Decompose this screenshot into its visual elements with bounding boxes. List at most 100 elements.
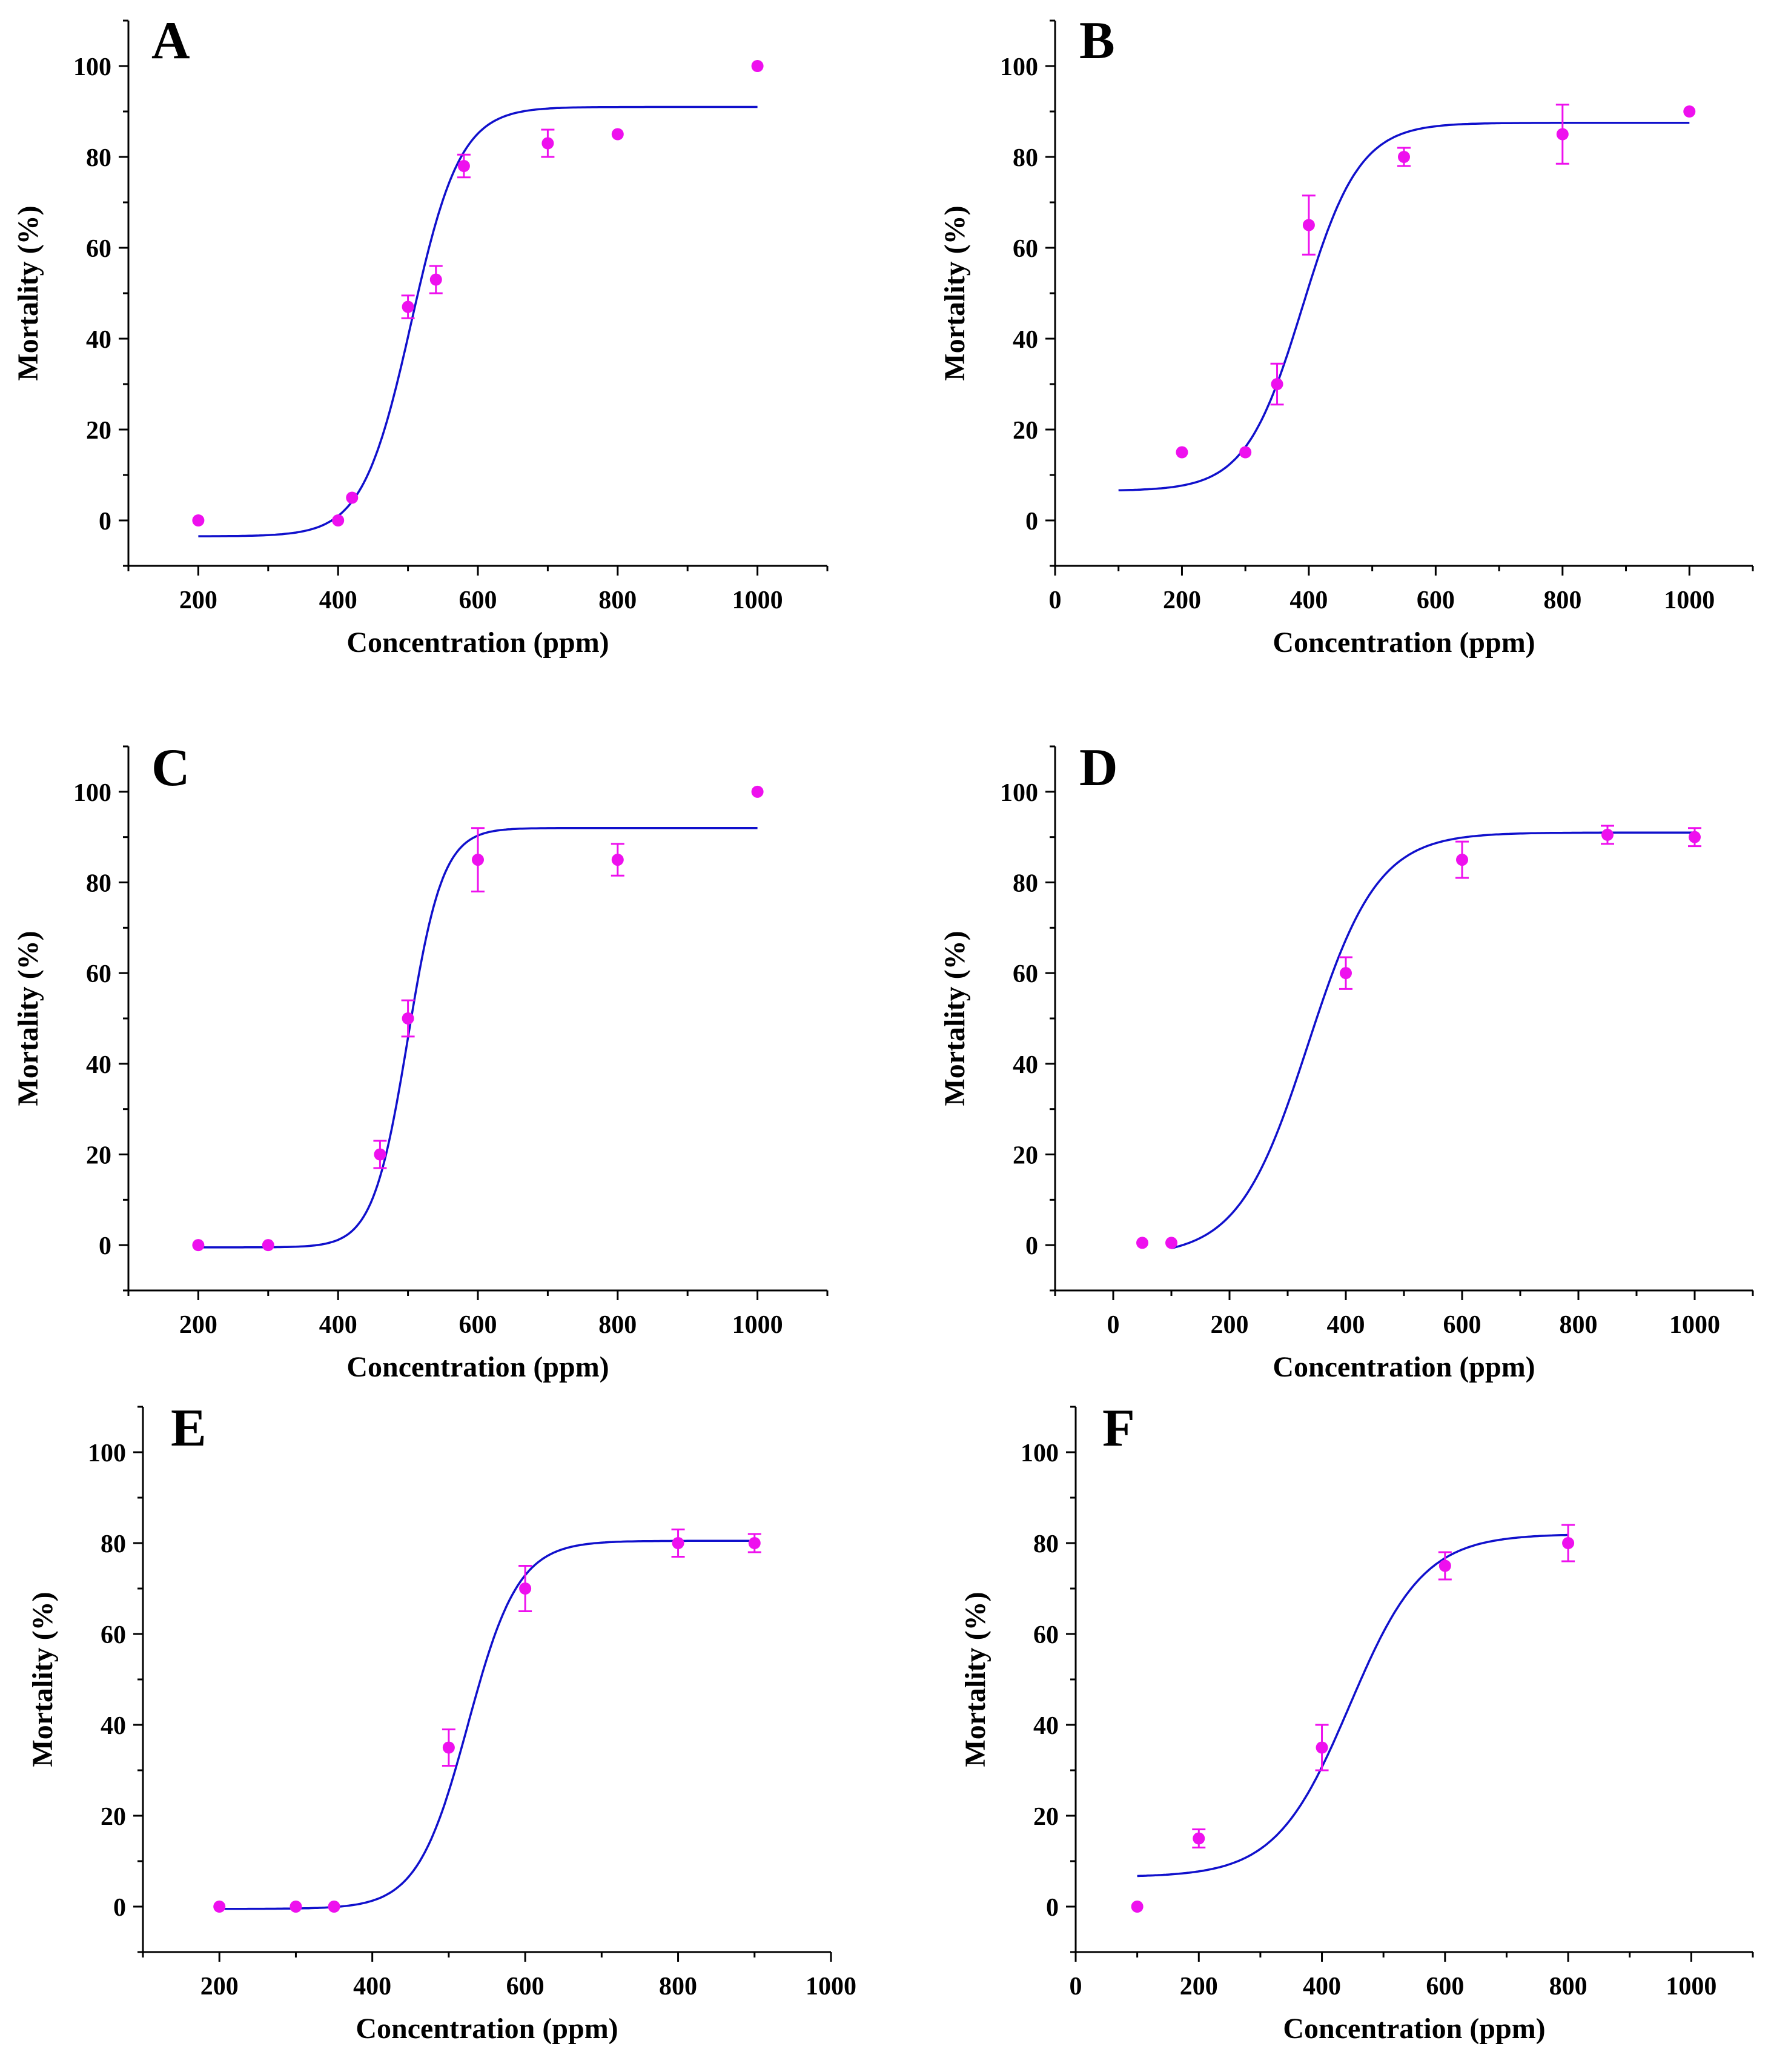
data-point <box>328 1901 340 1913</box>
x-tick-label: 600 <box>1443 1311 1481 1339</box>
data-point <box>1601 828 1614 841</box>
y-tick-label: 80 <box>1033 1530 1059 1558</box>
fit-curve <box>198 105 758 537</box>
y-tick-label: 40 <box>1013 326 1038 354</box>
panel-label: A <box>151 12 190 70</box>
x-tick-label: 400 <box>1327 1311 1365 1339</box>
data-point <box>1683 105 1696 118</box>
data-point <box>457 160 470 172</box>
y-tick-label: 60 <box>86 235 111 263</box>
data-point <box>429 273 442 286</box>
data-point <box>1131 1901 1144 1913</box>
data-point <box>192 1239 205 1252</box>
data-point <box>1271 378 1283 390</box>
data-point <box>751 785 764 798</box>
x-tick-label: 0 <box>1070 1973 1082 2001</box>
panel-label: E <box>171 1399 207 1458</box>
data-point <box>1316 1741 1328 1754</box>
y-tick-label: 0 <box>99 1232 111 1260</box>
y-tick-label: 80 <box>1013 144 1038 172</box>
y-tick-label: 0 <box>113 1894 126 1922</box>
x-axis-title: Concentration (ppm) <box>1273 626 1535 659</box>
panel-label: D <box>1079 739 1118 797</box>
x-axis-title: Concentration (ppm) <box>1273 1351 1535 1383</box>
panel-f: 0 200 400 600 800 1000 0 20 40 60 80 100 Concentrati… <box>959 1399 1754 2045</box>
y-axis-title: Mortality (%) <box>939 931 971 1106</box>
y-tick-label: 100 <box>88 1439 126 1467</box>
y-tick-label: 0 <box>1046 1894 1059 1922</box>
x-tick-label: 0 <box>1049 586 1062 614</box>
y-tick-label: 80 <box>1013 870 1038 898</box>
data-point <box>672 1537 684 1549</box>
data-point <box>472 854 484 866</box>
x-tick-label: 1000 <box>1666 1973 1716 2001</box>
data-point <box>346 491 359 504</box>
x-tick-label: 200 <box>200 1973 239 2001</box>
x-tick-label: 1000 <box>1669 1311 1720 1339</box>
y-axis-title: Mortality (%) <box>27 1592 59 1767</box>
y-tick-label: 0 <box>1025 508 1038 536</box>
x-tick-label: 1000 <box>732 586 783 614</box>
x-tick-label: 800 <box>598 586 637 614</box>
x-tick-label: 800 <box>1549 1973 1587 2001</box>
x-tick-label: 1000 <box>806 1973 856 2001</box>
x-tick-label: 400 <box>1289 586 1328 614</box>
data-point <box>1239 446 1252 459</box>
x-tick-label: 600 <box>506 1973 545 2001</box>
y-tick-label: 20 <box>1013 417 1038 445</box>
panel-b: 0 200 400 600 800 1000 0 20 40 60 80 100 Concentrati… <box>939 12 1754 659</box>
x-axis-title: Concentration (ppm) <box>346 626 609 659</box>
data-point <box>374 1148 386 1161</box>
y-tick-label: 80 <box>86 144 111 172</box>
x-tick-label: 600 <box>459 1311 497 1339</box>
y-tick-label: 60 <box>101 1621 126 1649</box>
x-tick-label: 800 <box>598 1311 637 1339</box>
y-tick-label: 20 <box>86 417 111 445</box>
fit-curve <box>219 1539 755 1910</box>
data-point <box>611 128 624 141</box>
y-tick-label: 100 <box>73 53 111 81</box>
data-point <box>213 1901 226 1913</box>
y-axis-title: Mortality (%) <box>12 205 44 380</box>
y-tick-label: 80 <box>86 870 111 898</box>
y-axis-title: Mortality (%) <box>939 205 971 380</box>
y-tick-label: 20 <box>1013 1142 1038 1170</box>
x-tick-label: 200 <box>179 1311 217 1339</box>
y-tick-label: 80 <box>101 1530 126 1558</box>
data-point <box>611 854 624 866</box>
x-tick-label: 400 <box>353 1973 391 2001</box>
panel-label: C <box>151 739 190 797</box>
y-tick-label: 0 <box>1025 1232 1038 1260</box>
panel-d: 0 200 400 600 800 1000 0 20 40 60 80 100 Concentrati… <box>939 739 1754 1383</box>
data-point <box>748 1537 761 1549</box>
x-axis-title: Concentration (ppm) <box>1283 2013 1545 2045</box>
x-tick-label: 400 <box>319 1311 357 1339</box>
y-tick-label: 60 <box>1013 235 1038 263</box>
y-tick-label: 60 <box>1033 1621 1059 1649</box>
data-point <box>1398 151 1410 163</box>
y-tick-label: 40 <box>1013 1051 1038 1079</box>
y-tick-label: 60 <box>86 960 111 988</box>
y-tick-label: 40 <box>101 1712 126 1740</box>
y-tick-label: 100 <box>1021 1439 1059 1467</box>
y-tick-label: 40 <box>1033 1712 1059 1740</box>
data-point <box>1562 1537 1575 1549</box>
x-tick-label: 400 <box>1303 1973 1341 2001</box>
x-tick-label: 200 <box>1180 1973 1218 2001</box>
y-tick-label: 20 <box>1033 1803 1059 1831</box>
x-tick-label: 1000 <box>1664 586 1715 614</box>
x-tick-label: 600 <box>1426 1973 1464 2001</box>
data-point <box>519 1582 532 1595</box>
data-point <box>541 137 554 150</box>
y-tick-label: 40 <box>86 1051 111 1079</box>
data-point <box>1302 219 1315 231</box>
y-tick-label: 100 <box>1000 779 1038 807</box>
y-tick-label: 20 <box>101 1803 126 1831</box>
y-tick-label: 0 <box>99 508 111 536</box>
fit-curve <box>1171 831 1695 1249</box>
y-axis-title: Mortality (%) <box>959 1592 991 1767</box>
x-tick-label: 800 <box>659 1973 697 2001</box>
x-tick-label: 200 <box>1163 586 1201 614</box>
panel-a: 200 400 600 800 1000 0 20 40 60 80 100 Concentratio… <box>12 12 829 659</box>
